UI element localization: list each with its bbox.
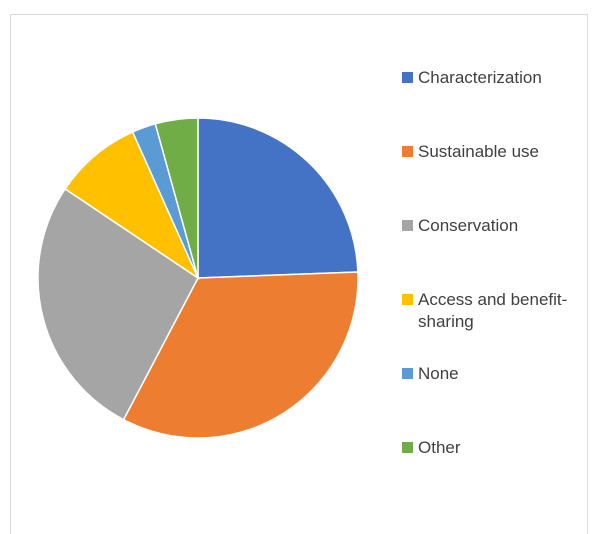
legend-item: Other	[402, 437, 582, 459]
legend-swatch	[402, 442, 413, 453]
legend-item: Access and benefit-sharing	[402, 289, 582, 333]
legend-swatch	[402, 220, 413, 231]
legend-label: None	[418, 364, 459, 383]
pie-slice	[197, 117, 359, 279]
pie-slice	[154, 117, 199, 279]
legend-label: Access and benefit-sharing	[418, 290, 568, 331]
legend-label: Other	[418, 438, 461, 457]
pie-slice	[64, 130, 200, 281]
legend-item: Sustainable use	[402, 141, 582, 163]
legend-swatch	[402, 146, 413, 157]
legend-swatch	[402, 368, 413, 379]
pie-slice	[122, 271, 359, 439]
legend-label: Conservation	[418, 216, 519, 235]
legend-label: Characterization	[418, 68, 542, 87]
legend-item: None	[402, 363, 582, 385]
chart-frame	[10, 14, 588, 534]
legend-item: Characterization	[402, 67, 582, 89]
legend-item: Conservation	[402, 215, 582, 237]
legend-swatch	[402, 294, 413, 305]
legend-label: Sustainable use	[418, 142, 539, 161]
pie-slice	[37, 187, 199, 421]
legend-swatch	[402, 72, 413, 83]
